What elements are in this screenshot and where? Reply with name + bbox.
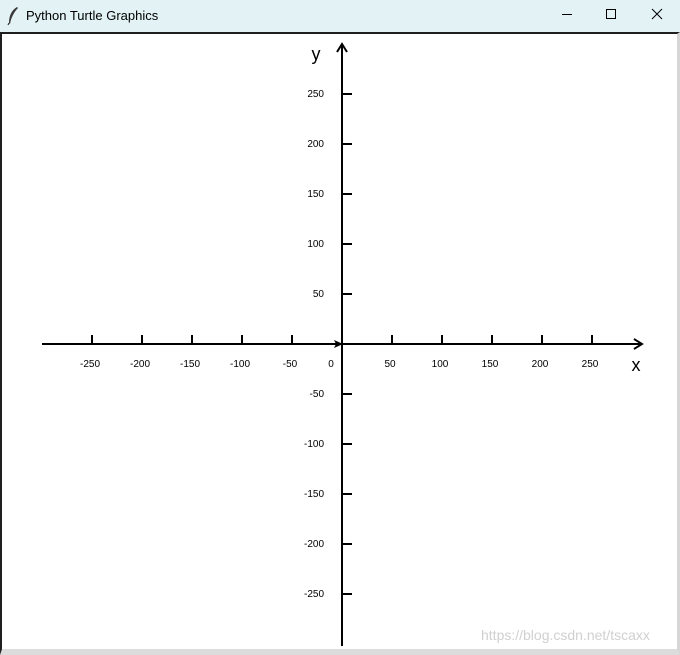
- y-tick-label: 250: [307, 89, 324, 100]
- title-bar[interactable]: Python Turtle Graphics: [0, 0, 680, 32]
- watermark: https://blog.csdn.net/tscaxx: [481, 627, 650, 643]
- y-tick-label: -250: [304, 589, 324, 600]
- x-tick-label: -100: [230, 359, 250, 370]
- x-tick-label: 150: [482, 359, 499, 370]
- y-axis-arrow-icon: [336, 42, 348, 53]
- y-tick-label: -200: [304, 539, 324, 550]
- maximize-icon: [605, 7, 617, 25]
- x-tick-label: -200: [130, 359, 150, 370]
- turtle-cursor-icon: [334, 340, 343, 348]
- window-title: Python Turtle Graphics: [26, 8, 159, 23]
- y-tick-label: 100: [307, 239, 324, 250]
- minimize-button[interactable]: [544, 0, 590, 32]
- y-tick-label: -150: [304, 489, 324, 500]
- y-axis-label: y: [312, 44, 321, 64]
- x-tick-label: 250: [582, 359, 599, 370]
- x-tick-label: -50: [283, 359, 298, 370]
- y-tick-label: -50: [310, 389, 325, 400]
- close-button[interactable]: [634, 0, 680, 32]
- x-axis-arrow-icon: [633, 338, 644, 350]
- x-tick-label: 200: [532, 359, 549, 370]
- x-axis-label: x: [632, 355, 641, 375]
- minimize-icon: [561, 7, 573, 25]
- y-tick-label: 50: [313, 289, 325, 300]
- y-tick-label: 150: [307, 189, 324, 200]
- feather-icon: [6, 6, 20, 26]
- x-tick-label: -250: [80, 359, 100, 370]
- close-icon: [651, 7, 663, 25]
- origin-label: 0: [328, 359, 334, 370]
- x-tick-label: 50: [384, 359, 396, 370]
- maximize-button[interactable]: [588, 0, 634, 32]
- x-tick-label: -150: [180, 359, 200, 370]
- y-tick-label: -100: [304, 439, 324, 450]
- y-tick-label: 200: [307, 139, 324, 150]
- x-tick-label: 100: [432, 359, 449, 370]
